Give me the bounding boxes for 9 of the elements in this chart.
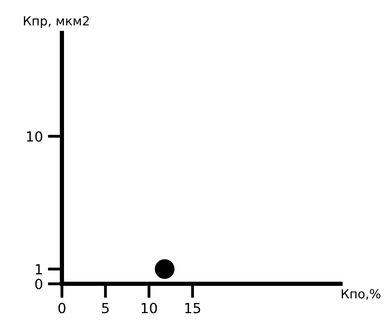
x-tick-label: 5 xyxy=(102,302,109,314)
y-tick-label: 0 xyxy=(35,278,42,290)
x-tick-label: 10 xyxy=(142,302,157,314)
y-axis-title: Кпр, мкм2 xyxy=(24,16,89,28)
y-tick-label: 10 xyxy=(27,131,42,142)
x-axis-title: Кпо,% xyxy=(342,289,380,300)
y-tick-label: 1 xyxy=(36,264,42,274)
x-tick-label: 0 xyxy=(58,302,66,314)
x-tick-label: 15 xyxy=(185,302,200,314)
